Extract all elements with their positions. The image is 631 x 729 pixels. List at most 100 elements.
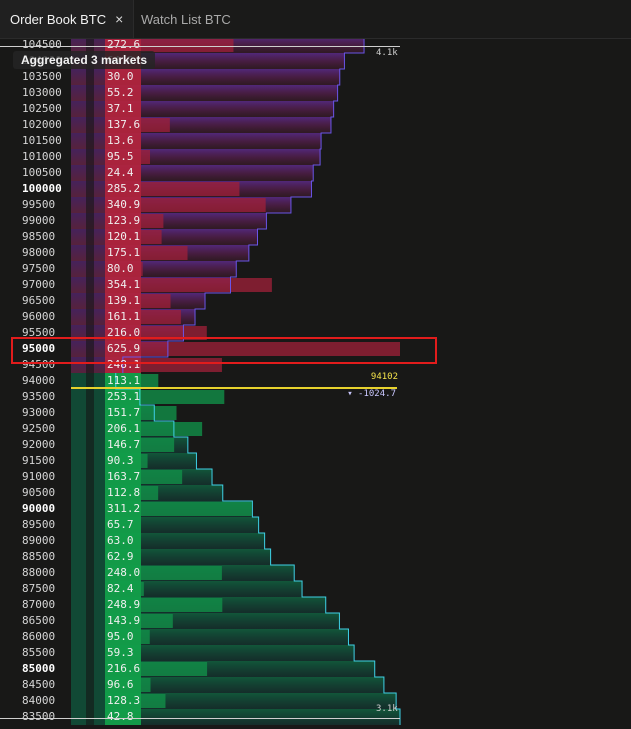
bid-row[interactable]: 84500 96.6 (0, 677, 631, 693)
ask-size-bar (141, 214, 164, 228)
bid-row[interactable]: 92000 146.7 (0, 437, 631, 453)
ask-size-cell (105, 133, 141, 149)
ask-row[interactable]: 100000 285.2 (0, 181, 631, 197)
bid-depth-fill (105, 645, 355, 661)
bid-row[interactable]: 84000 128.3 (0, 693, 631, 709)
ask-row[interactable]: 99000 123.9 (0, 213, 631, 229)
venue-column-gap (86, 261, 94, 277)
ask-row[interactable]: 102000 137.6 (0, 117, 631, 133)
tab-order-book[interactable]: Order Book BTC × (0, 0, 135, 38)
ask-row[interactable]: 96500 139.1 (0, 293, 631, 309)
bid-row[interactable]: 91500 90.3 (0, 453, 631, 469)
price-cell: 90500 (22, 486, 56, 499)
mid-price-label: 94102 (370, 372, 398, 382)
ask-row[interactable]: 99500 340.9 (0, 197, 631, 213)
ask-size-cell (105, 85, 141, 101)
venue-column-gap (86, 597, 94, 613)
bid-size-bar (141, 390, 225, 404)
size-cell: 248.9 (107, 598, 141, 611)
size-cell: 625.9 (107, 342, 141, 355)
ask-row[interactable]: 102500 37.1 (0, 101, 631, 117)
price-cell: 94000 (22, 374, 56, 387)
ask-row[interactable]: 97000 354.1 (0, 277, 631, 293)
close-icon[interactable]: × (115, 11, 124, 27)
ask-row[interactable]: 97500 80.0 (0, 261, 631, 277)
highlight-box (11, 337, 437, 364)
venue-column-gap (86, 405, 94, 421)
price-cell: 83500 (22, 710, 56, 723)
ask-size-cell (105, 117, 141, 133)
ask-row[interactable]: 103000 55.2 (0, 85, 631, 101)
price-cell: 85500 (22, 646, 56, 659)
ask-row[interactable]: 94500 248.1 (0, 357, 631, 373)
ask-row[interactable]: 96000 161.1 (0, 309, 631, 325)
price-cell: 103500 (22, 70, 62, 83)
size-cell: 137.6 (107, 118, 141, 131)
bid-row[interactable]: 93000 151.7 (0, 405, 631, 421)
bid-row[interactable]: 92500 206.1 (0, 421, 631, 437)
bid-row[interactable]: 87000 248.9 (0, 597, 631, 613)
ask-row[interactable]: 98500 120.1 (0, 229, 631, 245)
tab-watch-list[interactable]: Watch List BTC (133, 0, 239, 38)
bid-depth-outline (115, 373, 401, 725)
ask-row[interactable]: 95500 216.0 (0, 325, 631, 341)
bid-row[interactable]: 94000 113.1 (0, 373, 631, 389)
venue-column-gap (86, 389, 94, 405)
bid-row[interactable]: 91000 163.7 (0, 469, 631, 485)
venue-column-gap (86, 517, 94, 533)
venue-column-gap (86, 69, 94, 85)
bid-row[interactable]: 93500 253.1 (0, 389, 631, 405)
bid-size-cell (105, 533, 141, 549)
size-cell: 13.6 (107, 134, 134, 147)
bid-row[interactable]: 88000 248.0 (0, 565, 631, 581)
bid-row[interactable]: 86000 95.0 (0, 629, 631, 645)
size-cell: 65.7 (107, 518, 134, 531)
price-cell: 88500 (22, 550, 56, 563)
ask-size-cell (105, 213, 141, 229)
bid-row[interactable]: 89000 63.0 (0, 533, 631, 549)
venue-column-gap (86, 549, 94, 565)
order-book-panel[interactable]: 104500272.610400064.810350030.010300055.… (0, 39, 631, 729)
bid-row[interactable]: 87500 82.4 (0, 581, 631, 597)
price-cell: 103000 (22, 86, 62, 99)
venue-column-gap (86, 341, 94, 357)
bid-row[interactable]: 85000 216.6 (0, 661, 631, 677)
price-cell: 92000 (22, 438, 56, 451)
size-cell: 216.0 (107, 326, 141, 339)
ask-depth-fill (105, 165, 314, 181)
size-cell: 112.8 (107, 486, 141, 499)
aggregated-markets-badge: Aggregated 3 markets (13, 51, 156, 69)
size-cell: 82.4 (107, 582, 134, 595)
price-cell: 97500 (22, 262, 56, 275)
bid-size-cell (105, 501, 141, 517)
bid-row[interactable]: 86500 143.9 (0, 613, 631, 629)
price-cell: 98500 (22, 230, 56, 243)
bid-row[interactable]: 88500 62.9 (0, 549, 631, 565)
bid-size-cell (105, 661, 141, 677)
size-cell: 139.1 (107, 294, 141, 307)
bid-row[interactable]: 83500 42.8 (0, 709, 631, 725)
price-cell: 86000 (22, 630, 56, 643)
size-cell: 311.2 (107, 502, 141, 515)
bid-row[interactable]: 90000 311.2 (0, 501, 631, 517)
bid-size-bar (141, 406, 177, 420)
ask-row[interactable]: 101000 95.5 (0, 149, 631, 165)
ask-row[interactable]: 101500 13.6 (0, 133, 631, 149)
venue-column-gap (86, 325, 94, 341)
ask-row[interactable]: 100500 24.4 (0, 165, 631, 181)
bid-row[interactable]: 85500 59.3 (0, 645, 631, 661)
ask-row[interactable]: 103500 30.0 (0, 69, 631, 85)
bid-size-cell (105, 389, 141, 405)
bid-size-cell (105, 373, 141, 389)
venue-column-gap (86, 101, 94, 117)
bid-row[interactable]: 89500 65.7 (0, 517, 631, 533)
venue-column-gap (86, 469, 94, 485)
ask-row[interactable]: 95000 625.9 (0, 341, 631, 357)
ask-row[interactable]: 98000 175.1 (0, 245, 631, 261)
size-cell: 272.6 (107, 39, 141, 51)
bid-size-cell (105, 485, 141, 501)
bid-row[interactable]: 90500 112.8 (0, 485, 631, 501)
bid-size-bar (141, 502, 252, 516)
size-cell: 340.9 (107, 198, 141, 211)
ask-row[interactable]: 104500 272.6 (0, 39, 631, 53)
